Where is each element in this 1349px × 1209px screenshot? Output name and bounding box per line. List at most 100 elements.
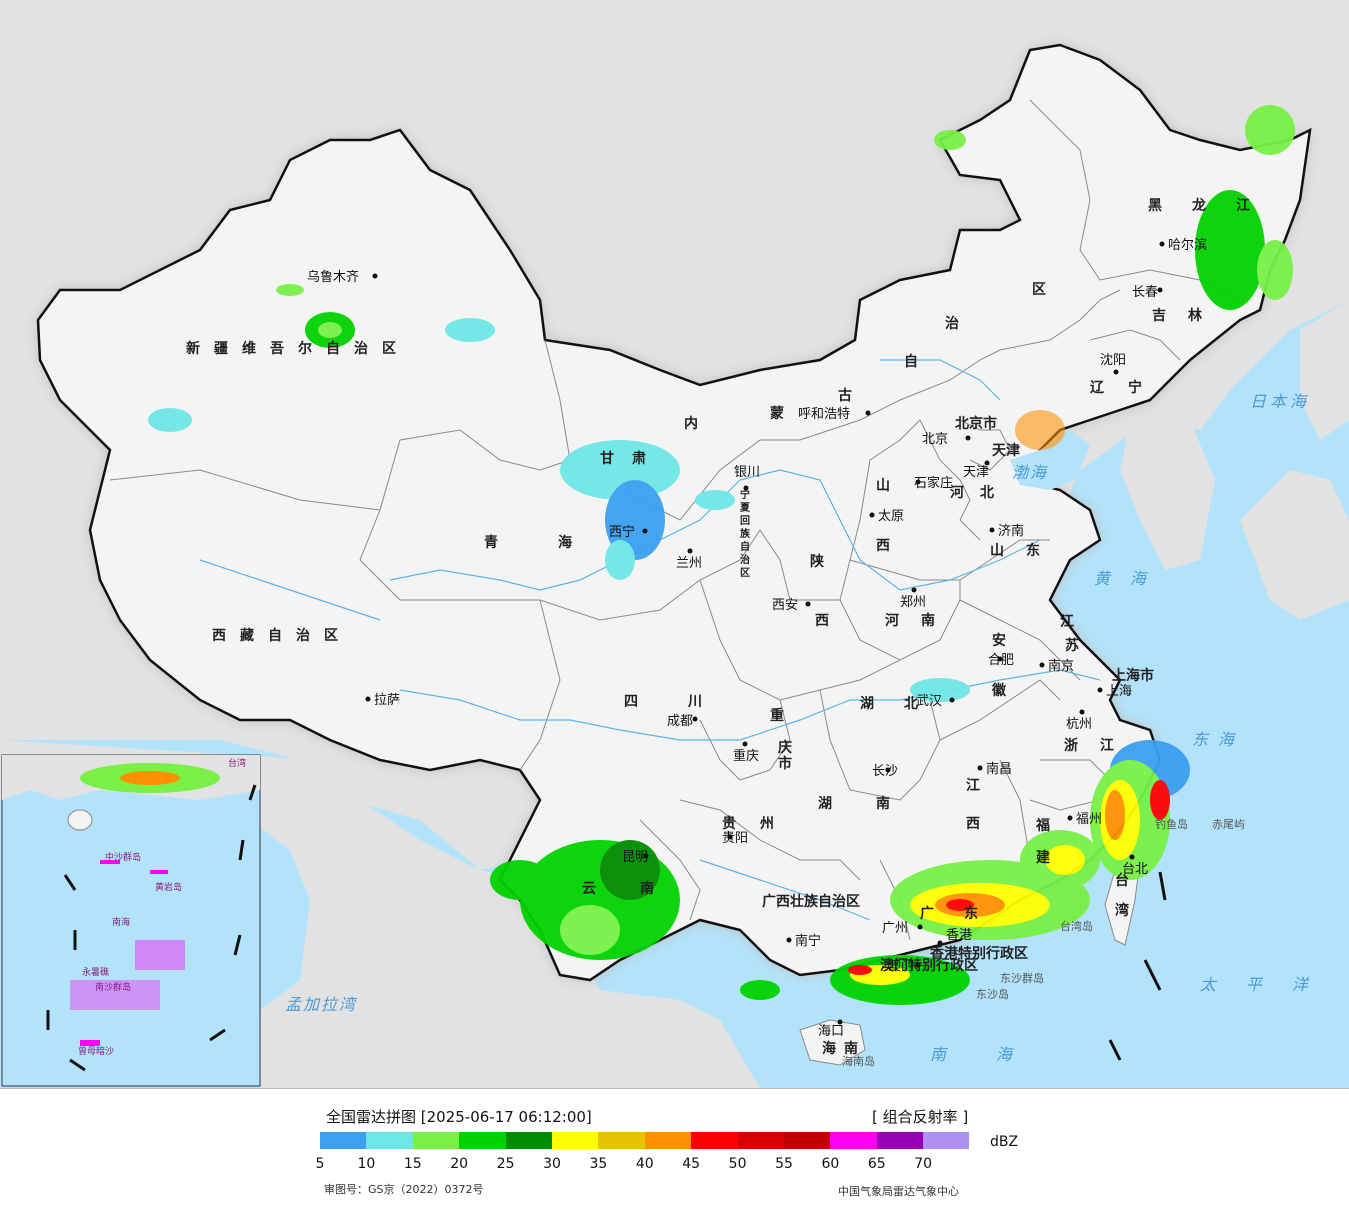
island-label: 东沙群岛 (1000, 971, 1044, 985)
province-label: 海南 (822, 1040, 866, 1057)
city-label: 合肥 (988, 653, 1014, 668)
city-marker (911, 587, 917, 593)
city-label: 呼和浩特 (798, 407, 850, 422)
province-label: 浙江 (1064, 737, 1136, 754)
city-marker (1097, 687, 1103, 693)
city-label: 南京 (1048, 658, 1074, 674)
radar-echoes (148, 105, 1295, 1005)
city-marker (949, 697, 955, 703)
legend-tick-label: 40 (635, 1156, 654, 1172)
province-label: 蒙 (770, 405, 784, 422)
legend-tick-label: 10 (357, 1156, 376, 1172)
city-label: 南宁 (795, 933, 821, 949)
island-markers (70, 860, 185, 1046)
legend-tick-label: 50 (728, 1156, 747, 1172)
province-label: 陕 (810, 553, 824, 570)
city-label: 杭州 (1066, 717, 1092, 732)
city-marker (642, 528, 648, 534)
province-label: 自 (904, 353, 918, 370)
city-marker (643, 853, 649, 859)
province-label: 重 (770, 707, 784, 724)
province-label: 贵州 (722, 815, 798, 832)
south-china-sea-inset (1, 754, 261, 1087)
hainan-island (799, 1019, 866, 1066)
radar-map[interactable]: 新疆维吾尔自治区 西藏自治区 青海 甘肃内蒙古自治区黑龙江 吉林 辽宁 河北山西陕西河南 山东… (0, 0, 1349, 1088)
color-swatch (505, 1132, 552, 1149)
city-marker (915, 479, 921, 485)
province-label: 上海市 (1112, 667, 1154, 684)
city-marker (915, 962, 921, 968)
color-swatch (691, 1132, 738, 1149)
province-label: 古 (838, 387, 852, 404)
province-label: 甘肃 (600, 450, 664, 467)
color-swatch (737, 1132, 784, 1149)
province-label: 夏 (739, 502, 751, 514)
boundary-dashes (1108, 871, 1167, 1061)
city-marker (1079, 709, 1085, 715)
province-label: 江 (1060, 613, 1074, 630)
city-label: 福州 (1076, 812, 1102, 827)
province-label: 黑龙江 (1148, 197, 1280, 214)
city-label: 长沙 (872, 764, 898, 779)
city-label: 海口 (818, 1024, 844, 1039)
province-label: 治 (740, 553, 750, 566)
province-label: 回 (740, 515, 750, 527)
city-label: 台北 (1122, 862, 1148, 877)
city-label: 哈尔滨 (1168, 237, 1207, 253)
legend-tick-label: 45 (682, 1156, 701, 1172)
province-label: 江 (966, 777, 980, 794)
city-marker (1159, 241, 1165, 247)
island-label: 海南岛 (842, 1054, 875, 1068)
province-label: 四川 (624, 694, 752, 710)
sea-label: 日本海 (1250, 392, 1310, 411)
color-swatch (644, 1132, 692, 1149)
color-swatch (459, 1132, 506, 1149)
province-label: 广西壮族自治区 (762, 893, 860, 910)
sea-label: 渤海 (1012, 463, 1048, 482)
island-label: 赤尾屿 (1212, 818, 1245, 831)
legend-unit: dBZ (990, 1134, 1019, 1150)
city-marker (917, 924, 923, 930)
province-label: 吉林 (1152, 307, 1224, 324)
province-label: 苏 (1065, 637, 1079, 654)
legend-tick-label: 30 (543, 1156, 561, 1172)
city-label: 澳门 (888, 958, 914, 974)
province-label: 云南 (582, 880, 698, 897)
color-swatch (412, 1132, 460, 1149)
legend-tick-label: 65 (867, 1156, 886, 1172)
island-label: 东沙岛 (976, 987, 1009, 1001)
city-marker (1129, 854, 1135, 860)
city-label: 兰州 (676, 556, 702, 571)
province-label: 山东 (990, 542, 1062, 559)
city-labels: 乌鲁木齐拉萨西宁兰州银川呼和浩特北京天津石家庄太原济南郑州西安成都重庆武汉合肥南… (307, 237, 1207, 1039)
color-swatch (320, 1132, 367, 1149)
city-label: 长春 (1132, 285, 1158, 300)
city-marker (1157, 287, 1163, 293)
city-label: 香港 (946, 928, 972, 943)
city-label: 郑州 (900, 595, 926, 610)
color-swatch (830, 1132, 877, 1149)
inset-label: 中沙群岛 (105, 851, 141, 863)
province-label: 安 (992, 632, 1006, 649)
province-label: 福 (1035, 817, 1050, 834)
province-label: 徽 (991, 682, 1007, 699)
province-label: 西 (876, 538, 890, 554)
city-marker (885, 767, 891, 773)
province-label: 治 (945, 315, 959, 332)
inset-label: 台湾 (228, 757, 246, 769)
province-label: 北京市 (955, 415, 997, 432)
sea-label: 东海 (1192, 730, 1244, 749)
city-label: 银川 (734, 465, 760, 480)
inset-label: 曾母暗沙 (78, 1045, 114, 1057)
city-label: 广州 (882, 921, 908, 936)
city-marker (869, 512, 875, 518)
city-label: 南昌 (986, 761, 1012, 777)
city-marker (865, 410, 871, 416)
city-marker (984, 460, 990, 466)
city-marker (997, 656, 1003, 662)
sea-label: 黄海 (1094, 569, 1166, 588)
legend-panel: 全国雷达拼图 [2025-06-17 06:12:00] [ 组合反射率 ] d… (0, 1088, 1349, 1209)
